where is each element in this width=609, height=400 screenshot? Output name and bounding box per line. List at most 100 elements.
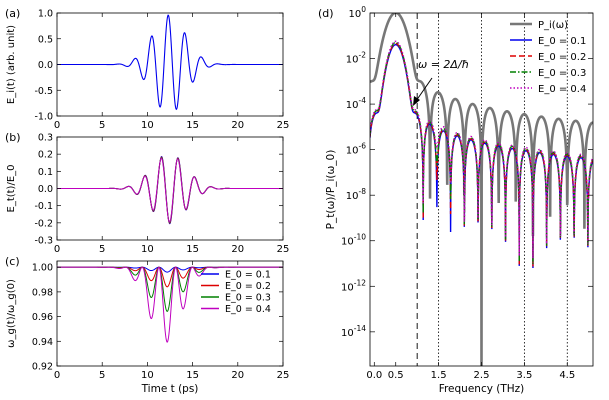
series-line-b-2 <box>57 157 283 224</box>
panel-a: 0 5 10 15 20 25 -1.0 -0.5 0.0 0.5 1.0 (a) E_i(t) (ar… <box>5 7 289 131</box>
y-tick-label-d: 100 <box>348 5 366 20</box>
x-axis-label-d: Frequency (THz) <box>439 383 525 395</box>
frame-a <box>56 12 284 117</box>
y-tick-label-b: -0.1 <box>34 201 53 212</box>
y-tick-base-d: 10 <box>346 191 359 202</box>
plot-area-b <box>57 156 283 225</box>
frame-c <box>56 260 284 367</box>
panel-label-d: (d) <box>318 7 334 20</box>
x-tick-label-b: 20 <box>231 244 244 255</box>
x-tick-label-a: 20 <box>231 120 244 131</box>
y-tick-base-d: 10 <box>341 282 354 293</box>
y-axis-label-c: ω_g(t)/ω_g(0) <box>6 279 17 348</box>
y-axis-label-a: E_i(t) (arb. unit) <box>6 25 17 104</box>
y-tick-label-a: -0.5 <box>34 86 53 97</box>
y-tick-label-d: 10-4 <box>346 96 366 111</box>
series-line-b-3 <box>57 157 283 223</box>
y-tick-exponent-d: -12 <box>354 278 366 287</box>
x-tick-label-b: 0 <box>54 244 60 255</box>
y-tick-label-c: 0.94 <box>32 337 53 348</box>
y-tick-label-a: 0.5 <box>38 34 53 45</box>
y-tick-label-b: 0.0 <box>38 184 53 195</box>
x-tick-label-a: 25 <box>277 120 290 131</box>
panel-label-c: (c) <box>5 255 20 268</box>
panel-label-a: (a) <box>5 7 20 20</box>
x-tick-label-b: 25 <box>277 244 290 255</box>
legend-label-c: E_0 = 0.2 <box>225 281 271 292</box>
legend-label-d: E_0 = 0.2 <box>538 52 586 63</box>
legend-d: P_i(ω) E_0 = 0.1 E_0 = 0.2 E_0 = 0.3 E_0 = 0… <box>510 20 586 95</box>
y-tick-exponent-d: -4 <box>359 96 367 105</box>
y-tick-label-b: 0.2 <box>38 150 53 161</box>
x-tick-label-a: 15 <box>186 120 199 131</box>
y-tick-label-b: 0.3 <box>38 133 53 144</box>
x-tick-label-c: 15 <box>186 370 199 381</box>
y-tick-exponent-d: -8 <box>359 187 367 196</box>
x-tick-label-d: 0.5 <box>388 370 404 381</box>
x-tick-label-a: 10 <box>141 120 154 131</box>
x-tick-label-d: 4.5 <box>559 370 575 381</box>
series-line-a-0 <box>57 14 283 111</box>
y-tick-base-d: 10 <box>341 237 354 248</box>
y-tick-label-b: -0.2 <box>34 218 53 229</box>
y-tick-base-d: 10 <box>346 146 359 157</box>
x-tick-label-c: 0 <box>54 370 60 381</box>
spectrum-line-0 <box>370 13 593 366</box>
y-tick-label-c: 0.96 <box>32 312 53 323</box>
y-tick-exponent-d: -10 <box>354 233 366 242</box>
y-tick-base-d: 10 <box>341 328 354 339</box>
y-tick-label-a: 1.0 <box>38 9 53 20</box>
legend-label-c: E_0 = 0.4 <box>225 304 271 315</box>
legend-label-c: E_0 = 0.3 <box>225 293 271 304</box>
plot-area-c <box>57 266 283 343</box>
panel-b: 0 5 10 15 20 25 -0.3 -0.2 -0.1 0.0 0.1 0.2 0.3 (b) E_t… <box>5 131 289 255</box>
plot-area-d <box>370 13 593 366</box>
legend-label-d: E_0 = 0.1 <box>538 36 586 47</box>
legend-label-d: P_i(ω) <box>538 20 568 31</box>
x-tick-label-d: 3.5 <box>516 370 532 381</box>
y-axis-label-d: P_t(ω)/P_i(ω_0) <box>325 150 337 230</box>
legend-label-c: E_0 = 0.1 <box>225 270 271 281</box>
x-tick-label-b: 10 <box>141 244 154 255</box>
x-tick-label-c: 5 <box>99 370 105 381</box>
y-tick-label-c: 0.92 <box>32 362 53 373</box>
y-tick-exponent-d: 0 <box>361 5 366 14</box>
x-tick-label-d: 2.5 <box>474 370 490 381</box>
legend-c: E_0 = 0.1E_0 = 0.2E_0 = 0.3E_0 = 0.4 <box>201 270 271 315</box>
annotation-arrow-shaft <box>415 77 433 102</box>
y-tick-label-a: -1.0 <box>34 112 53 123</box>
y-tick-label-c: 1.00 <box>32 263 53 274</box>
y-tick-label-a: 0.0 <box>38 60 53 71</box>
y-tick-base-d: 10 <box>348 9 361 20</box>
legend-label-d: E_0 = 0.4 <box>538 84 586 95</box>
y-tick-exponent-d: -14 <box>354 324 366 333</box>
y-tick-base-d: 10 <box>346 100 359 111</box>
x-tick-label-c: 10 <box>141 370 154 381</box>
series-line-c-3 <box>57 266 283 343</box>
plot-area-a <box>57 14 283 111</box>
y-tick-label-d: 10-6 <box>346 142 366 157</box>
x-tick-label-d: 0.0 <box>366 370 382 381</box>
y-tick-label-d: 10-14 <box>341 324 366 339</box>
x-tick-label-d: 1.5 <box>431 370 447 381</box>
x-tick-label-c: 20 <box>231 370 244 381</box>
series-line-b-0 <box>57 156 283 225</box>
y-tick-label-d: 10-2 <box>346 51 366 66</box>
x-axis-label-c: Time t (ps) <box>141 383 199 395</box>
panel-label-b: (b) <box>5 131 21 144</box>
y-tick-label-b: -0.3 <box>34 236 53 247</box>
y-tick-label-b: 0.1 <box>38 167 53 178</box>
x-tick-label-a: 0 <box>54 120 60 131</box>
y-tick-label-d: 10-8 <box>346 187 366 202</box>
y-tick-exponent-d: -2 <box>359 51 367 60</box>
x-tick-label-c: 25 <box>277 370 290 381</box>
y-tick-base-d: 10 <box>346 55 359 66</box>
y-tick-label-d: 10-10 <box>341 233 366 248</box>
annotation-arrow-head <box>413 96 420 106</box>
y-axis-label-b: E_t(t)/E_0 <box>6 164 17 212</box>
panel-c: 0 5 10 15 20 25 0.92 0.94 0.96 0.98 1.00 (c) ω_g(t)/… <box>5 255 289 395</box>
x-tick-label-a: 5 <box>99 120 105 131</box>
frame-d <box>369 12 594 367</box>
